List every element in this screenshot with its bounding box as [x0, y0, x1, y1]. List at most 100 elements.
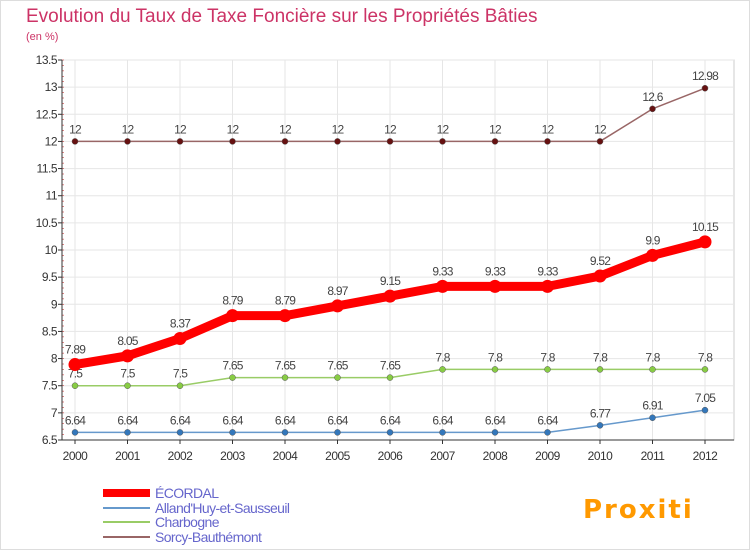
- data-point: [439, 366, 446, 373]
- data-point: [226, 309, 239, 323]
- data-point: [71, 382, 79, 389]
- data-point: [386, 374, 394, 381]
- series-layer: 12 12 12 12 12 12 12 12 12 12 12 12.6 12.98 6.64 6.64 6…: [65, 69, 720, 436]
- data-label: 7.89: [65, 343, 86, 357]
- legend-label: Alland'Huy-et-Sausseuil: [155, 500, 290, 516]
- data-point: [176, 382, 184, 389]
- data-label: 6.64: [380, 413, 401, 427]
- data-point: [124, 382, 131, 389]
- y-tick-label: 13.5: [36, 53, 58, 67]
- data-point: [383, 289, 397, 303]
- x-tick-label: 2007: [430, 449, 456, 463]
- data-label: 12: [594, 122, 607, 136]
- data-point: [121, 349, 134, 363]
- data-label: 12: [332, 122, 345, 136]
- data-point: [281, 374, 289, 381]
- data-label: 7.65: [222, 359, 243, 373]
- data-point: [439, 138, 446, 145]
- data-point: [596, 366, 604, 373]
- data-label: 6.64: [117, 413, 138, 427]
- data-label: 6.64: [275, 413, 296, 427]
- data-point: [334, 138, 341, 145]
- data-point: [544, 366, 551, 373]
- data-point: [124, 138, 131, 145]
- data-point: [698, 235, 712, 249]
- y-tick-label: 9.5: [42, 270, 58, 284]
- data-point: [436, 279, 449, 293]
- y-tick-label: 11.5: [37, 162, 58, 176]
- data-label: 8.79: [222, 294, 243, 308]
- data-point: [596, 422, 604, 429]
- data-label: 7.5: [173, 367, 188, 381]
- data-label: 7.05: [695, 391, 716, 405]
- data-point: [68, 358, 82, 372]
- data-point: [439, 429, 446, 436]
- data-label: 9.52: [590, 254, 611, 268]
- data-label: 8.05: [117, 334, 138, 348]
- data-label: 9.33: [432, 264, 453, 278]
- data-label: 12: [122, 122, 135, 136]
- data-point: [173, 331, 187, 345]
- data-point: [71, 138, 79, 145]
- data-label: 6.64: [537, 413, 558, 427]
- legend-label: ÉCORDAL: [155, 485, 219, 501]
- data-point: [278, 309, 292, 323]
- x-tick-label: 2003: [220, 449, 246, 463]
- data-label: 9.33: [537, 264, 558, 278]
- data-point: [229, 429, 236, 436]
- y-tick-label: 8.5: [42, 324, 58, 338]
- data-label: 6.64: [327, 413, 348, 427]
- data-label: 12: [384, 122, 397, 136]
- proxiti-logo: Proxiti: [583, 495, 694, 525]
- data-point: [491, 429, 499, 436]
- data-point: [649, 105, 656, 113]
- y-tick-label: 8: [51, 352, 58, 366]
- x-tick-label: 2011: [641, 449, 666, 463]
- x-tick-label: 2004: [273, 449, 299, 463]
- data-point: [491, 138, 499, 145]
- data-point: [331, 299, 344, 313]
- y-tick-label: 10.5: [36, 216, 58, 230]
- data-point: [701, 406, 709, 414]
- y-tick-label: 12: [45, 134, 58, 148]
- data-point: [649, 414, 656, 421]
- data-label: 6.64: [222, 413, 243, 427]
- data-point: [596, 138, 604, 145]
- data-point: [491, 366, 499, 373]
- data-label: 8.37: [170, 316, 191, 330]
- data-point: [701, 366, 709, 373]
- y-tick-label: 10: [45, 243, 58, 257]
- data-point: [544, 429, 551, 436]
- data-label: 7.8: [645, 350, 660, 364]
- chart-subtitle: (en %): [26, 31, 58, 43]
- x-tick-label: 2001: [115, 449, 141, 463]
- data-point: [124, 429, 131, 436]
- data-point: [176, 138, 184, 145]
- data-label: 8.97: [327, 284, 348, 298]
- axis-layer: 6.5 7 7.5 8 8.5 9 9.5 10 10.5 11 11.5 12 12.5 13 13.5 2…: [36, 53, 734, 463]
- x-tick-label: 2009: [535, 449, 561, 463]
- data-point: [541, 279, 554, 293]
- y-tick-label: 7: [51, 406, 58, 420]
- y-tick-label: 6.5: [42, 433, 58, 447]
- data-label: 9.9: [645, 233, 660, 247]
- data-label: 6.64: [65, 413, 86, 427]
- data-label: 6.64: [485, 413, 506, 427]
- data-point: [334, 429, 341, 436]
- data-point: [488, 279, 502, 293]
- data-point: [649, 366, 656, 373]
- y-tick-label: 9: [51, 297, 58, 311]
- data-label: 12: [437, 122, 450, 136]
- data-point: [176, 429, 184, 436]
- data-label: 7.8: [488, 350, 503, 364]
- grid-layer: [61, 59, 735, 441]
- data-label: 7.8: [435, 350, 450, 364]
- y-tick-label: 7.5: [42, 379, 58, 393]
- data-point: [281, 138, 289, 145]
- data-point: [593, 269, 607, 283]
- data-label: 12: [69, 122, 82, 136]
- data-label: 12: [279, 122, 292, 136]
- x-tick-label: 2005: [325, 449, 351, 463]
- x-tick-label: 2000: [63, 449, 89, 463]
